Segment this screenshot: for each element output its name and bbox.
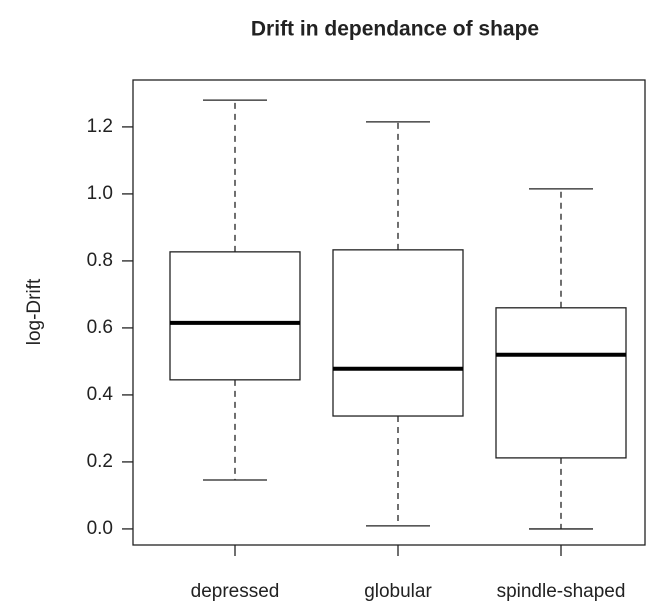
x-tick-label: spindle-shaped bbox=[497, 581, 626, 602]
y-tick-label: 0.2 bbox=[87, 451, 113, 472]
y-axis-label: log-Drift bbox=[24, 278, 45, 345]
y-tick-label: 0.8 bbox=[87, 250, 113, 271]
y-tick-label: 1.2 bbox=[87, 116, 113, 137]
y-tick-label: 0.6 bbox=[87, 317, 113, 338]
y-tick-label: 0.4 bbox=[87, 384, 114, 405]
x-tick-label: globular bbox=[364, 581, 432, 602]
box bbox=[495, 307, 627, 459]
plot-frame bbox=[132, 79, 646, 546]
box bbox=[169, 251, 301, 381]
y-tick-label: 1.0 bbox=[87, 183, 113, 204]
chart-title: Drift in dependance of shape bbox=[251, 18, 539, 41]
box bbox=[332, 249, 464, 417]
x-tick-label: depressed bbox=[191, 581, 280, 602]
y-tick-label: 0.0 bbox=[87, 518, 113, 539]
